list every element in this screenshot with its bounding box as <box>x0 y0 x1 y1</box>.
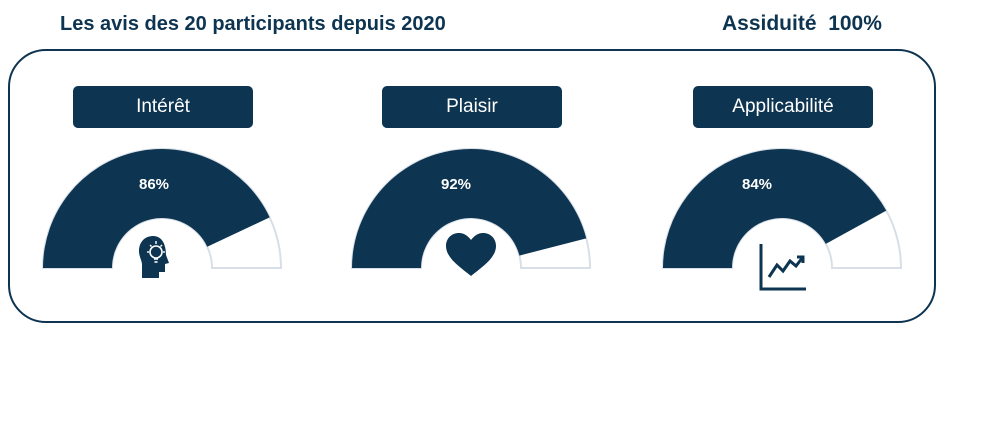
gauge-title: Intérêt <box>73 86 253 128</box>
gauge-value-label: 84% <box>742 176 772 193</box>
gauge-interet: Intérêt 86% <box>38 86 288 301</box>
heart-icon <box>446 233 496 276</box>
head-lightbulb-icon <box>139 236 169 278</box>
gauge-chart: 86% <box>41 148 283 278</box>
attendance-label: Assiduité 100% <box>722 12 882 35</box>
gauge-applicabilite: Applicabilité 84% <box>658 86 908 301</box>
gauge-value-label: 92% <box>441 176 471 193</box>
gauge-plaisir: Plaisir 92% <box>347 86 597 301</box>
gauge-title: Applicabilité <box>693 86 873 128</box>
gauge-title: Plaisir <box>382 86 562 128</box>
gauge-fill <box>663 148 887 268</box>
gauge-chart: 84% <box>661 148 903 291</box>
gauge-chart: 92% <box>350 148 592 276</box>
gauge-fill <box>352 148 587 268</box>
gauge-fill <box>43 149 270 268</box>
trend-chart-icon <box>759 244 806 291</box>
header-title: Les avis des 20 participants depuis 2020 <box>60 13 446 35</box>
gauges-panel <box>8 49 936 323</box>
gauge-value-label: 86% <box>139 176 169 193</box>
